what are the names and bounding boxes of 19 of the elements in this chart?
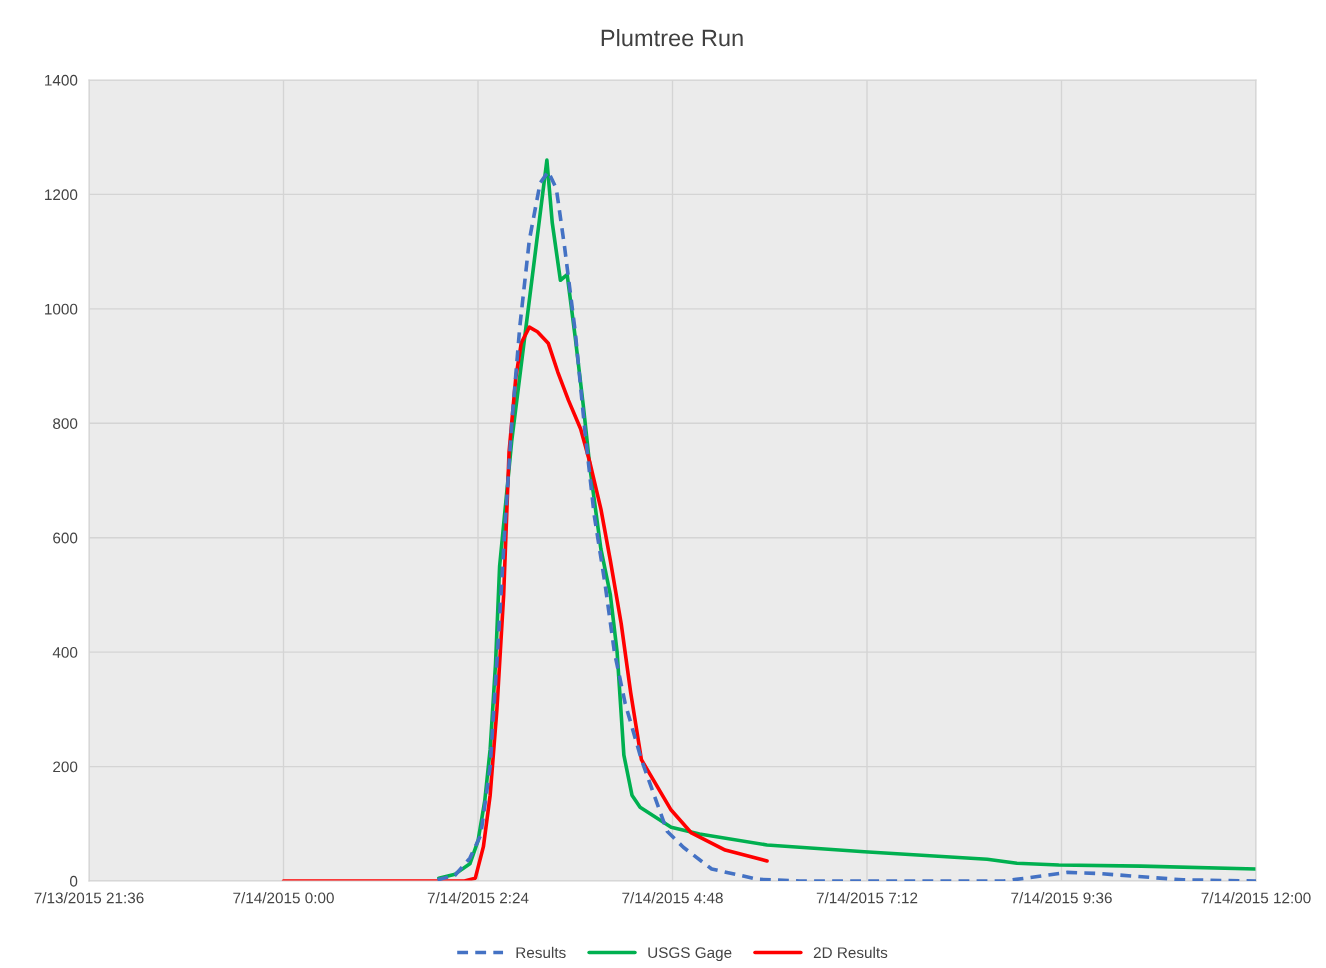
x-tick-label: 7/14/2015 2:24 bbox=[427, 892, 529, 904]
y-tick-label: 800 bbox=[53, 418, 78, 429]
legend-label: Results bbox=[516, 946, 566, 959]
x-tick-label: 7/14/2015 9:36 bbox=[1011, 892, 1112, 904]
y-tick-label: 400 bbox=[52, 647, 78, 658]
x-tick-label: 7/13/2015 21:36 bbox=[34, 892, 144, 904]
y-tick-label: 1200 bbox=[45, 189, 78, 201]
x-tick-label: 7/14/2015 0:00 bbox=[233, 892, 334, 904]
y-tick-label: 1000 bbox=[45, 303, 78, 315]
legend-label: USGS Gage bbox=[648, 947, 732, 962]
y-tick-label: 0 bbox=[69, 875, 78, 887]
x-tick-label: 7/14/2015 7:12 bbox=[816, 892, 918, 904]
x-tick-label: 7/14/2015 4:48 bbox=[622, 892, 723, 904]
y-tick-label: 200 bbox=[53, 761, 78, 773]
legend-label: 2D Results bbox=[813, 946, 888, 959]
x-tick-label: 7/14/2015 12:00 bbox=[1201, 892, 1311, 904]
y-tick-label: 600 bbox=[53, 532, 78, 544]
y-tick-label: 1400 bbox=[45, 74, 78, 86]
chart-title: Plumtree Run bbox=[601, 29, 743, 47]
